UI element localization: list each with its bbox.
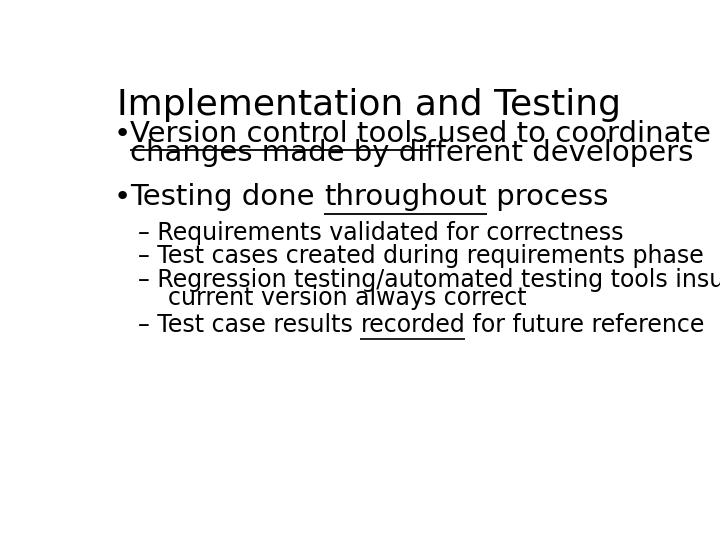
Text: current version always correct: current version always correct: [138, 286, 526, 310]
Text: •: •: [113, 183, 130, 211]
Text: – Regression testing/automated testing tools insure: – Regression testing/automated testing t…: [138, 267, 720, 292]
Text: •: •: [113, 120, 130, 148]
Text: used to coordinate: used to coordinate: [428, 120, 711, 148]
Text: recorded: recorded: [361, 313, 465, 337]
Text: Implementation and Testing: Implementation and Testing: [117, 88, 621, 122]
Text: for future reference: for future reference: [465, 313, 705, 337]
Text: changes made by different developers: changes made by different developers: [130, 139, 693, 167]
Text: Testing done: Testing done: [130, 183, 324, 211]
Text: – Test cases created during requirements phase: – Test cases created during requirements…: [138, 245, 703, 268]
Text: – Test case results: – Test case results: [138, 313, 361, 337]
Text: – Requirements validated for correctness: – Requirements validated for correctness: [138, 221, 624, 245]
Text: Version control tools: Version control tools: [130, 120, 428, 148]
Text: throughout: throughout: [324, 183, 487, 211]
Text: process: process: [487, 183, 608, 211]
